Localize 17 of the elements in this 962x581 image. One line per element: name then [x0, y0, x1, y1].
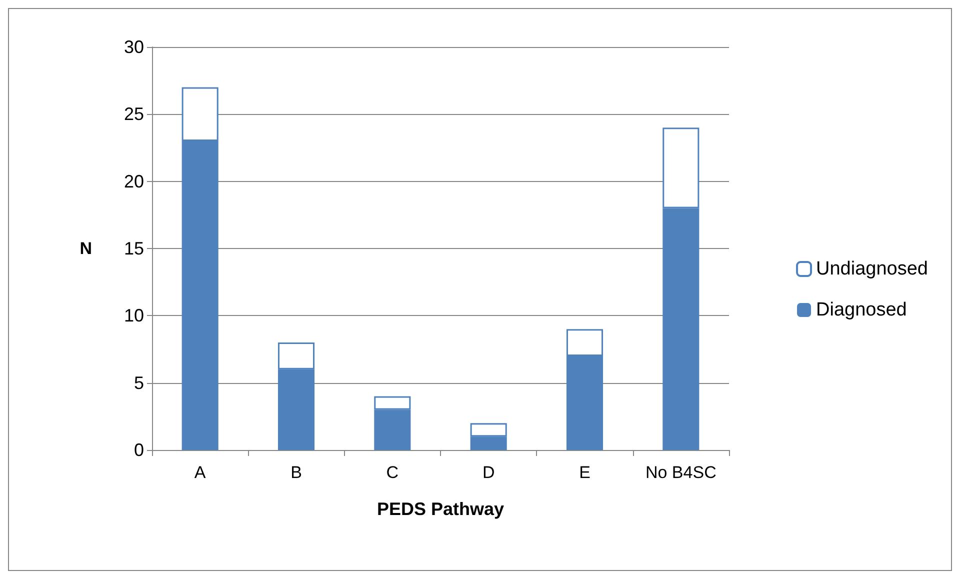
- y-tick-label: 25: [124, 104, 144, 124]
- x-axis-title: PEDS Pathway: [376, 499, 504, 519]
- y-tick-label: 30: [124, 37, 144, 57]
- y-axis-title: N: [80, 239, 92, 258]
- x-tick-label: B: [290, 463, 302, 482]
- legend-label: Undiagnosed: [816, 258, 928, 280]
- x-tick-label: E: [579, 463, 590, 482]
- y-tick-label: 5: [134, 372, 144, 393]
- legend-label: Diagnosed: [816, 300, 907, 320]
- y-tick-label: 20: [124, 171, 144, 192]
- x-tick-label: No B4SC: [645, 463, 716, 482]
- y-tick-label: 10: [124, 306, 144, 326]
- y-tick-label: 15: [124, 238, 144, 258]
- x-tick-label: C: [386, 463, 399, 482]
- x-tick-label: A: [194, 463, 206, 482]
- x-tick-label: D: [482, 463, 495, 482]
- y-tick-label: 0: [134, 440, 144, 460]
